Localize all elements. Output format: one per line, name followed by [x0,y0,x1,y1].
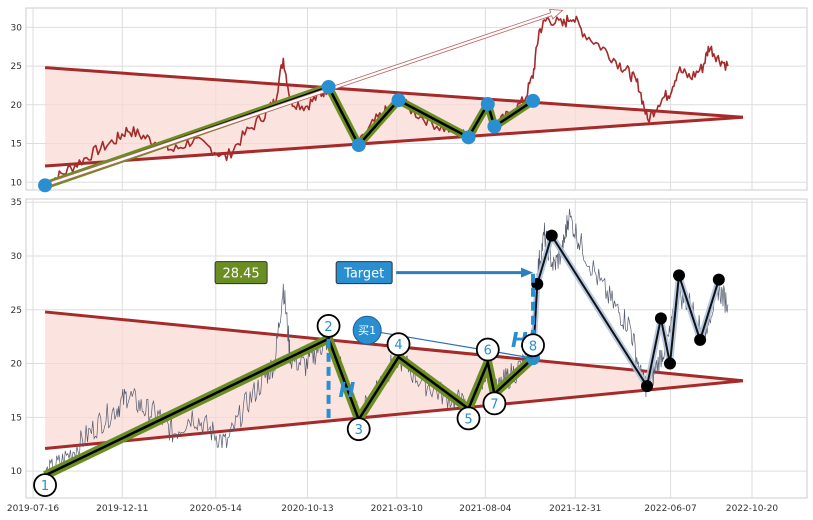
y-tick-label: 10 [11,178,23,188]
pivot-label: 8 [529,339,537,354]
pivot-label: 2 [324,320,332,335]
x-tick-label: 2019-12-11 [96,504,148,514]
pivot-label: 5 [464,412,472,427]
y-tick-label: 25 [11,62,22,72]
target-arrow-head [521,267,534,278]
y-tick-label: 20 [11,101,23,111]
target-arrow [44,8,564,188]
triangle-lower-line [44,379,744,451]
y-tick-label: 25 [11,306,22,316]
projection-point [641,380,654,393]
x-tick-label: 2021-12-31 [549,504,601,514]
pivot-label: 6 [484,344,492,359]
pivot-point [351,138,366,153]
x-tick-label: 2020-10-13 [281,504,333,514]
pivot-point [480,97,495,112]
triangle-fill [45,311,743,449]
pivot-label-circle [456,406,481,431]
y-tick-label: 15 [11,413,22,423]
target-box-label: Target [343,267,384,282]
x-tick-label: 2019-07-16 [7,504,60,514]
pivot-point [321,79,336,94]
triangle-fill [45,67,743,166]
x-tick-label: 2022-10-20 [726,504,779,514]
pivot-label: 1 [41,479,49,494]
pivot-label-circle [386,332,411,357]
price-box [214,261,268,285]
projection-point [694,333,707,346]
y-tick-label: 15 [11,140,22,150]
projection-point [673,269,686,282]
x-tick-label: 2021-08-04 [459,504,512,514]
pivot-label: 3 [355,423,363,438]
x-tick-label: 2021-03-10 [371,504,424,514]
pivot-label-circle [316,314,341,338]
pivot-label: 4 [394,338,402,353]
pivot-point [526,93,541,108]
top-price-panel: 10 15 20 25 30 [11,7,808,193]
target-box [335,261,393,285]
triangle-upper-line [44,66,744,119]
wave-line [44,337,534,477]
pivot-label-circle [482,391,507,416]
pivot-point [391,93,406,108]
pivot-point [487,119,502,134]
x-tick-label: 2022-06-07 [644,504,696,514]
pivot-point [38,178,53,193]
x-tick-label: 2020-05-14 [190,504,243,514]
projection-point [654,312,667,325]
pivot-point [461,130,476,145]
y-tick-label: 20 [11,360,23,370]
pivot-label-circle [521,333,545,358]
buy-marker-label: 买1 [358,324,376,337]
y-tick-label: 30 [11,252,23,262]
projection-point [663,357,676,370]
pivot-label-circle [346,417,371,442]
pivot-label: 7 [490,397,498,412]
y-tick-label: 35 [11,198,22,208]
pivot-label-circle [475,337,500,362]
triangle-lower-line [44,115,744,168]
price-box-label: 28.45 [222,267,259,282]
date-axis: 2019-07-16 2019-12-11 2020-05-14 2020-10-13… [7,504,779,514]
projection-point [545,229,558,242]
projection-point [712,273,725,286]
y-tick-label: 10 [11,467,23,477]
h-label: H [339,378,356,402]
buy-marker [352,315,382,345]
price-line [44,14,729,187]
y-tick-label: 30 [11,23,23,33]
pivot-label-circle [33,473,57,497]
